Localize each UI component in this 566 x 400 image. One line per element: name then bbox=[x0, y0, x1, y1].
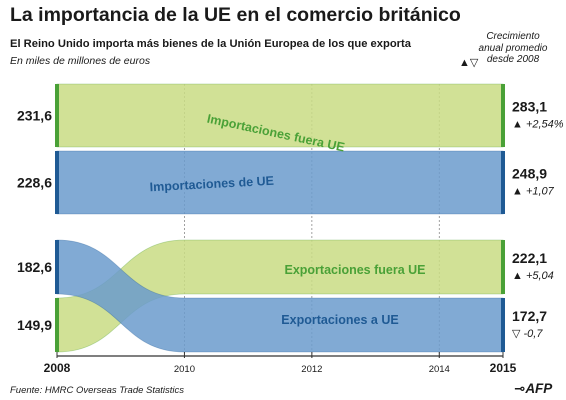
series-label-1-0: Exportaciones fuera UE bbox=[284, 263, 425, 277]
chart-title: La importancia de la UE en el comercio b… bbox=[10, 4, 461, 26]
growth-value-0-1: ▲ +1,07 bbox=[512, 186, 555, 198]
start-value-1-0: 149,9 bbox=[17, 317, 52, 333]
end-value-0-0: 283,1 bbox=[512, 99, 547, 115]
xtick-label-2010: 2010 bbox=[174, 364, 195, 375]
afp-logo: ⊸AFP bbox=[514, 381, 552, 397]
source-note: Fuente: HMRC Overseas Trade Statistics bbox=[10, 385, 185, 396]
ribbon-0-1 bbox=[56, 150, 504, 215]
end-value-1-1: 172,7 bbox=[512, 308, 547, 324]
edge-start-0-1 bbox=[55, 151, 59, 214]
growth-heading: Crecimiento anual promedio desde 2008 bbox=[478, 31, 548, 65]
start-value-1-1: 182,6 bbox=[17, 259, 52, 275]
series-label-0-1: Importaciones de UE bbox=[149, 174, 274, 194]
start-value-0-1: 228,6 bbox=[17, 175, 52, 191]
xtick-label-2015: 2015 bbox=[490, 361, 517, 375]
xtick-label-2012: 2012 bbox=[301, 364, 322, 375]
edge-start-1-1 bbox=[55, 240, 59, 294]
growth-value-1-1: ▽ -0,7 bbox=[512, 328, 543, 340]
edge-end-1-1 bbox=[501, 298, 505, 352]
xtick-label-2008: 2008 bbox=[44, 361, 71, 375]
edge-end-1-0 bbox=[501, 240, 505, 294]
growth-value-1-0: ▲ +5,04 bbox=[512, 270, 554, 282]
end-value-1-0: 222,1 bbox=[512, 250, 547, 266]
edge-start-0-0 bbox=[55, 84, 59, 147]
end-value-0-1: 248,9 bbox=[512, 166, 547, 182]
xtick-label-2014: 2014 bbox=[429, 364, 450, 375]
start-value-0-0: 231,6 bbox=[17, 108, 52, 124]
afp-logo-mark: ⊸ bbox=[514, 381, 526, 396]
edge-start-1-0 bbox=[55, 298, 59, 352]
growth-legend-marks: ▲▽ bbox=[459, 57, 479, 69]
units-note: En miles de millones de euros bbox=[10, 55, 151, 67]
edge-end-0-0 bbox=[501, 84, 505, 147]
series-label-1-1: Exportaciones a UE bbox=[281, 313, 398, 327]
afp-logo-text: AFP bbox=[525, 381, 553, 396]
edge-end-0-1 bbox=[501, 151, 505, 214]
growth-value-0-0: ▲ +2,54% bbox=[512, 119, 564, 131]
chart-subtitle: El Reino Unido importa más bienes de la … bbox=[10, 38, 411, 50]
